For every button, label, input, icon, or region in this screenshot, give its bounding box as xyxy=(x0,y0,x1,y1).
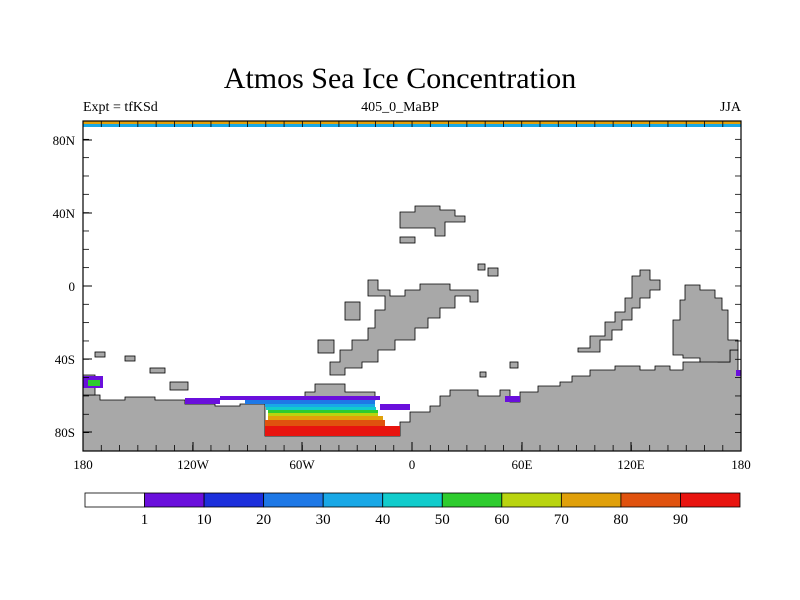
colorbar-swatch xyxy=(382,492,443,508)
x-tick-label: 120E xyxy=(617,457,645,472)
island-d xyxy=(477,263,486,271)
ice-band-10 xyxy=(220,396,380,400)
ice-band-70 xyxy=(268,416,383,420)
season-label: JJA xyxy=(719,100,741,115)
period-label: 405_0_MaBP xyxy=(361,100,439,115)
ice-fringe-west xyxy=(185,398,220,404)
ice-band-20 xyxy=(245,400,375,404)
x-tick-label: 180 xyxy=(731,457,751,472)
eastern-continent xyxy=(577,269,661,353)
colorbar-label: 20 xyxy=(256,512,271,528)
ice-band-50 xyxy=(268,410,378,413)
ice-fringe-east xyxy=(380,404,410,410)
island-e xyxy=(487,267,499,277)
y-tick-label: 0 xyxy=(69,279,76,294)
x-tick-label: 120W xyxy=(177,457,210,472)
northern-landmass xyxy=(399,205,466,237)
x-tick-label: 60W xyxy=(289,457,315,472)
ice-band-40 xyxy=(266,407,376,410)
colorbar: 1 10 20 30 40 50 60 70 80 90 xyxy=(84,492,741,528)
colorbar-swatch xyxy=(84,492,145,508)
island-a xyxy=(317,339,335,354)
island-h xyxy=(124,355,136,362)
colorbar-swatch xyxy=(322,492,384,508)
ice-fringe-mid xyxy=(505,396,520,402)
colorbar-label: 30 xyxy=(316,512,331,528)
y-tick-label: 80S xyxy=(55,425,75,440)
experiment-label: Expt = tfKSd xyxy=(83,100,158,115)
colorbar-label: 90 xyxy=(673,512,688,528)
ice-band-80 xyxy=(265,420,385,426)
far-east-continent xyxy=(672,284,739,363)
island-g xyxy=(94,351,106,358)
colorbar-label: 10 xyxy=(197,512,212,528)
colorbar-swatch xyxy=(620,492,681,508)
colorbar-swatch xyxy=(501,492,562,508)
ice-fringe-far-west-2 xyxy=(88,380,100,386)
sea-ice-bands xyxy=(83,370,741,436)
island-k xyxy=(479,371,487,378)
x-tick-label: 180 xyxy=(73,457,93,472)
island-c xyxy=(399,236,416,244)
colorbar-swatch xyxy=(144,492,205,508)
x-tick-label: 0 xyxy=(409,457,416,472)
x-tick-label: 60E xyxy=(512,457,533,472)
y-axis-labels: 80N 40N 0 40S 80S xyxy=(53,133,76,440)
island-b xyxy=(344,301,361,321)
colorbar-label: 1 xyxy=(141,512,149,528)
island-j xyxy=(509,361,519,369)
colorbar-label: 70 xyxy=(554,512,569,528)
y-tick-label: 80N xyxy=(53,133,76,148)
ice-fringe-east-edge xyxy=(736,370,741,376)
colorbar-swatch xyxy=(680,492,741,508)
colorbar-label: 50 xyxy=(435,512,450,528)
y-tick-label: 40N xyxy=(53,206,76,221)
south-america-like xyxy=(329,279,479,376)
colorbar-swatch xyxy=(441,492,503,508)
colorbar-swatch xyxy=(263,492,324,508)
ice-band-30 xyxy=(265,404,375,407)
x-axis-labels: 180 120W 60W 0 60E 120E 180 xyxy=(73,457,751,472)
colorbar-swatch xyxy=(203,492,265,508)
island-i xyxy=(149,367,166,374)
colorbar-label: 60 xyxy=(494,512,509,528)
map-title: Atmos Sea Ice Concentration xyxy=(223,62,577,95)
colorbar-label: 40 xyxy=(375,512,390,528)
colorbar-swatch xyxy=(560,492,622,508)
colorbar-label: 80 xyxy=(613,512,628,528)
island-f xyxy=(169,381,189,391)
ice-band-90 xyxy=(265,426,400,436)
y-tick-label: 40S xyxy=(55,352,75,367)
ice-band-60 xyxy=(268,413,378,416)
axis-ticks xyxy=(82,120,742,452)
